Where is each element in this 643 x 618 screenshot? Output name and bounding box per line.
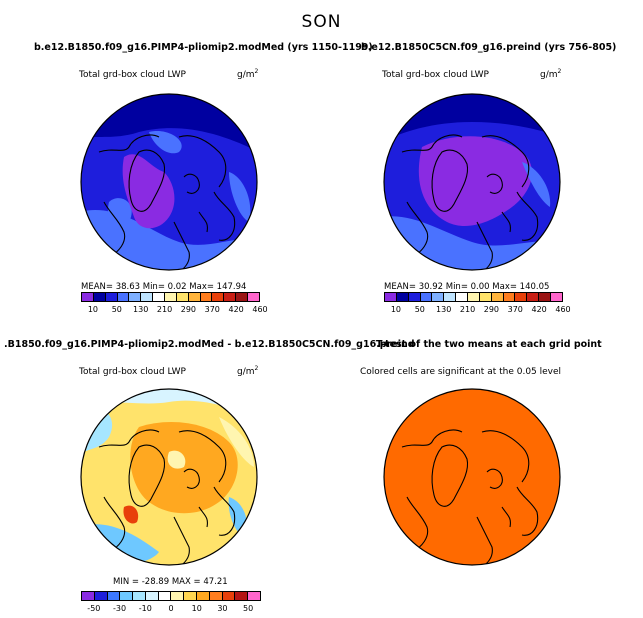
colorbar-tick-label: 210 [459,305,476,314]
colorbar-tick-label: 10 [191,604,202,613]
colorbar-swatch [153,293,166,301]
panel4-polar-map [383,388,561,566]
colorbar-tick-label: 10 [390,305,402,314]
colorbar-swatch [408,293,421,301]
season-title: SON [301,12,342,32]
colorbar-tick-label: 370 [507,305,523,314]
panel3-title: .B1850.f09_g16.PIMP4-pliomip2.modMed - b… [4,339,415,350]
panel3-stats: MIN = -28.89 MAX = 47.21 [113,577,228,587]
panel2-stats: MEAN= 30.92 Min= 0.00 Max= 140.05 [384,282,550,292]
panel1-colorbar-ticks: 10 50 130 210 290 370 420 460 [81,305,268,317]
panel3-polar-map [80,388,258,566]
colorbar-swatch [82,592,95,600]
colorbar-tick-label: -30 [113,604,127,613]
panel2-colorbar-ticks: 10 50 130 210 290 370 420 460 [384,305,571,317]
panel2-title: b.e12.B1850C5CN.f09_g16.preind (yrs 756-… [361,42,617,53]
colorbar-swatch [527,293,540,301]
colorbar-tick-label: 50 [414,305,425,314]
panel3-subtitle: Total grd-box cloud LWP [79,367,186,377]
colorbar-swatch [184,592,198,600]
colorbar-swatch [165,293,177,301]
colorbar-swatch [539,293,552,301]
colorbar-swatch [107,592,121,600]
colorbar-swatch [93,293,106,301]
colorbar-swatch [385,293,397,301]
colorbar-swatch [188,293,201,301]
colorbar-swatch [197,592,210,600]
colorbar-swatch [171,592,185,600]
colorbar-swatch [235,592,249,600]
colorbar-swatch [468,293,480,301]
panel4-subtitle: Colored cells are significant at the 0.0… [360,367,562,377]
colorbar-swatch [432,293,445,301]
colorbar-swatch [248,293,259,301]
panel1-units: g/m2 [237,68,259,80]
panel2-polar-map [383,93,561,271]
colorbar-swatch [120,592,134,600]
panel1-subtitle: Total grd-box cloud LWP [79,70,186,80]
colorbar-swatch [145,592,159,600]
colorbar-tick-label: 420 [531,305,547,314]
colorbar-swatch [503,293,516,301]
panel3-colorbar [81,591,261,601]
colorbar-swatch [141,293,154,301]
colorbar-swatch [133,592,146,600]
colorbar-tick-label: 10 [87,305,99,314]
panel4-title: T-test of the two means at each grid poi… [376,339,602,350]
colorbar-swatch [94,592,108,600]
colorbar-swatch [176,293,189,301]
colorbar-swatch [158,592,172,600]
colorbar-swatch [236,293,249,301]
colorbar-swatch [209,592,223,600]
colorbar-tick-label: 0 [168,604,174,613]
colorbar-tick-label: 50 [243,604,254,613]
panel3-units: g/m2 [237,365,259,377]
colorbar-tick-label: 290 [180,305,197,314]
colorbar-swatch [105,293,118,301]
colorbar-swatch [479,293,492,301]
colorbar-tick-label: 460 [555,305,571,314]
panel2-colorbar [384,292,563,302]
colorbar-tick-label: 420 [228,305,244,314]
colorbar-tick-label: -50 [87,604,101,613]
colorbar-tick-label: 210 [156,305,173,314]
colorbar-swatch [515,293,528,301]
panel1-polar-map [80,93,258,271]
colorbar-swatch [396,293,409,301]
panel2-subtitle: Total grd-box cloud LWP [382,70,489,80]
colorbar-swatch [129,293,142,301]
panel1-title: b.e12.B1850.f09_g16.PIMP4-pliomip2.modMe… [34,42,373,53]
colorbar-tick-label: 370 [204,305,220,314]
colorbar-tick-label: 130 [436,305,452,314]
colorbar-swatch [117,293,130,301]
colorbar-tick-label: 130 [133,305,149,314]
colorbar-swatch [200,293,213,301]
colorbar-swatch [82,293,94,301]
colorbar-tick-label: 460 [252,305,268,314]
colorbar-swatch [222,592,236,600]
colorbar-tick-label: 290 [483,305,500,314]
colorbar-swatch [491,293,504,301]
colorbar-tick-label: 30 [217,604,228,613]
colorbar-swatch [456,293,469,301]
colorbar-swatch [224,293,237,301]
colorbar-tick-label: -10 [138,604,152,613]
panel2-units: g/m2 [540,68,562,80]
panel3-colorbar-ticks: -50 -30 -10 0 10 30 50 [81,604,261,616]
colorbar-swatch [444,293,457,301]
colorbar-tick-label: 50 [111,305,122,314]
colorbar-swatch [212,293,225,301]
colorbar-swatch [420,293,433,301]
panel1-colorbar [81,292,260,302]
panel1-stats: MEAN= 38.63 Min= 0.02 Max= 147.94 [81,282,247,292]
colorbar-swatch [551,293,562,301]
colorbar-swatch [248,592,260,600]
